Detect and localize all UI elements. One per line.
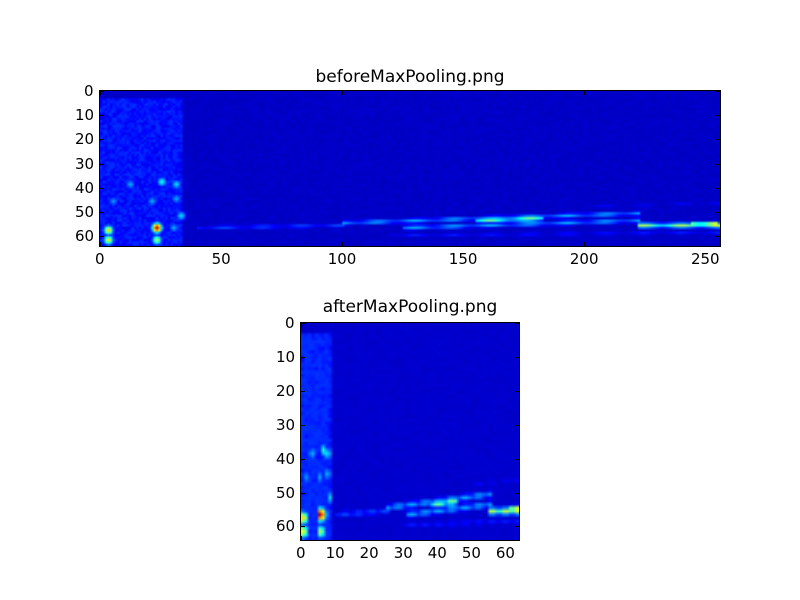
bottom-heatmap-image bbox=[301, 323, 519, 540]
y-tick-mark bbox=[301, 390, 305, 392]
x-tick-mark bbox=[301, 323, 302, 327]
y-tick-label: 40 bbox=[75, 178, 95, 197]
x-tick-mark bbox=[221, 242, 223, 246]
x-tick-mark bbox=[463, 242, 465, 246]
y-tick-label: 30 bbox=[276, 415, 296, 434]
x-tick-mark bbox=[221, 91, 223, 95]
y-tick-label: 10 bbox=[276, 347, 296, 366]
y-tick-label: 50 bbox=[276, 483, 296, 502]
y-tick-mark bbox=[100, 236, 104, 238]
bottom-heatmap-axes bbox=[300, 322, 520, 541]
y-tick-label: 60 bbox=[276, 517, 296, 536]
y-tick-mark bbox=[100, 115, 104, 117]
x-tick-label: 50 bbox=[211, 250, 231, 268]
x-tick-mark bbox=[403, 536, 405, 540]
y-tick-label: 60 bbox=[75, 227, 95, 246]
top-chart-title: beforeMaxPooling.png bbox=[315, 67, 505, 87]
x-tick-mark bbox=[342, 91, 344, 95]
x-tick-mark bbox=[335, 323, 337, 327]
y-tick-mark bbox=[301, 323, 305, 324]
y-tick-mark bbox=[100, 187, 104, 189]
x-tick-mark bbox=[437, 323, 439, 327]
y-tick-mark bbox=[515, 424, 519, 426]
x-tick-mark bbox=[369, 323, 371, 327]
y-tick-mark bbox=[515, 390, 519, 392]
y-tick-mark bbox=[716, 187, 720, 189]
y-tick-label: 30 bbox=[75, 154, 95, 173]
x-tick-label: 0 bbox=[95, 250, 105, 268]
x-tick-label: 0 bbox=[296, 544, 306, 562]
y-tick-label: 40 bbox=[276, 449, 296, 468]
y-tick-mark bbox=[515, 323, 519, 324]
y-tick-mark bbox=[515, 492, 519, 494]
y-tick-mark bbox=[716, 163, 720, 165]
y-tick-mark bbox=[100, 91, 104, 92]
x-tick-mark bbox=[437, 536, 439, 540]
y-tick-label: 10 bbox=[75, 106, 95, 125]
y-tick-mark bbox=[716, 115, 720, 117]
y-tick-label: 20 bbox=[75, 130, 95, 149]
x-tick-mark bbox=[335, 536, 337, 540]
x-tick-mark bbox=[705, 91, 707, 95]
y-tick-label: 0 bbox=[285, 314, 295, 332]
y-tick-mark bbox=[301, 492, 305, 494]
y-tick-mark bbox=[100, 163, 104, 165]
y-tick-mark bbox=[515, 458, 519, 460]
x-tick-mark bbox=[369, 536, 371, 540]
x-tick-mark bbox=[471, 323, 473, 327]
x-tick-label: 100 bbox=[327, 250, 357, 268]
y-tick-mark bbox=[301, 526, 305, 528]
y-tick-label: 50 bbox=[75, 203, 95, 222]
x-tick-mark bbox=[471, 536, 473, 540]
bottom-chart-title: afterMaxPooling.png bbox=[322, 297, 498, 317]
y-tick-mark bbox=[301, 424, 305, 426]
y-tick-mark bbox=[100, 212, 104, 214]
y-tick-mark bbox=[716, 212, 720, 214]
x-tick-label: 150 bbox=[448, 250, 478, 268]
y-tick-mark bbox=[515, 356, 519, 358]
x-tick-label: 200 bbox=[569, 250, 599, 268]
x-tick-mark bbox=[301, 536, 302, 540]
top-heatmap-image bbox=[100, 91, 720, 246]
x-tick-label: 50 bbox=[461, 544, 481, 562]
x-tick-mark bbox=[505, 536, 507, 540]
x-tick-mark bbox=[505, 323, 507, 327]
y-tick-mark bbox=[301, 356, 305, 358]
x-tick-label: 10 bbox=[325, 544, 345, 562]
y-tick-mark bbox=[716, 236, 720, 238]
x-tick-label: 20 bbox=[359, 544, 379, 562]
x-tick-label: 60 bbox=[495, 544, 515, 562]
y-tick-mark bbox=[301, 458, 305, 460]
x-tick-mark bbox=[342, 242, 344, 246]
x-tick-mark bbox=[463, 91, 465, 95]
x-tick-label: 40 bbox=[427, 544, 447, 562]
x-tick-label: 30 bbox=[393, 544, 413, 562]
y-tick-label: 0 bbox=[84, 82, 94, 100]
y-tick-mark bbox=[716, 91, 720, 92]
y-tick-label: 20 bbox=[276, 381, 296, 400]
y-tick-mark bbox=[716, 139, 720, 141]
x-tick-mark bbox=[100, 91, 101, 95]
x-tick-mark bbox=[403, 323, 405, 327]
x-tick-mark bbox=[584, 242, 586, 246]
x-tick-mark bbox=[584, 91, 586, 95]
x-tick-label: 250 bbox=[690, 250, 720, 268]
x-tick-mark bbox=[100, 242, 101, 246]
x-tick-mark bbox=[705, 242, 707, 246]
y-tick-mark bbox=[515, 526, 519, 528]
y-tick-mark bbox=[100, 139, 104, 141]
top-heatmap-axes bbox=[99, 90, 721, 247]
